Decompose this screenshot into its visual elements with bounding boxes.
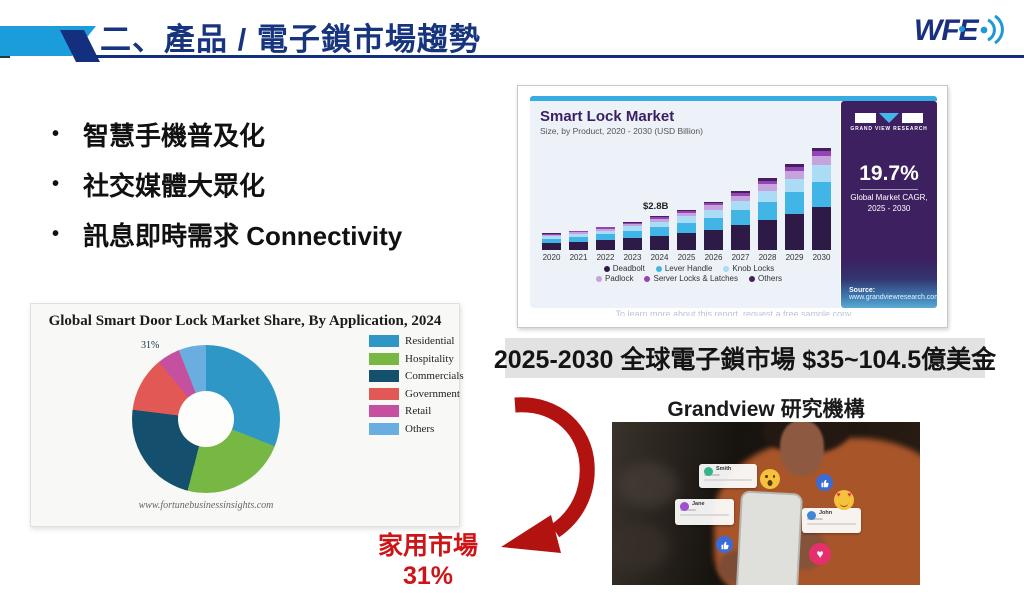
bar-column: 2023 — [623, 221, 642, 262]
woman-face — [780, 422, 824, 476]
chart-top-strip — [530, 96, 937, 101]
legend-item: Residential — [369, 335, 464, 347]
source-block: Source: www.grandviewresearch.com — [841, 287, 940, 301]
brand-name: GRAND VIEW RESEARCH — [850, 126, 928, 132]
legend-item: Server Locks & Latches — [644, 274, 738, 283]
heart-eyes-emoji-icon: ♥ ♥ — [834, 490, 854, 510]
cagr-divider — [859, 189, 918, 190]
bar-annotation: $2.8B — [643, 201, 669, 213]
bar-column: 2021 — [569, 230, 588, 262]
avatar — [680, 502, 689, 511]
clipped-footer-note: To learn more about this report, request… — [615, 309, 852, 316]
bullet-dot: • — [52, 222, 60, 245]
smart-lock-market-chart-card: Smart Lock Market Size, by Product, 2020… — [517, 85, 948, 328]
bar-column: 2025 — [677, 209, 696, 262]
market-size-note: 2025-2030 全球電子鎖市場 $35~104.5億美金 — [494, 338, 996, 378]
donut-ring — [132, 345, 280, 493]
smartphone — [735, 490, 803, 585]
cagr-block: 19.7% Global Market CAGR, 2025 - 2030 — [850, 162, 927, 215]
social-media-photo: Smith Jane John ♥ ♥ ♥ — [612, 422, 920, 585]
bullet-item: • 訊息即時需求 Connectivity — [52, 220, 403, 251]
bar-column: 2022 — [596, 226, 615, 262]
avatar — [807, 511, 816, 520]
notification-name: Smith — [716, 466, 732, 472]
notification-name: John — [819, 510, 833, 516]
bar-legend: Deadbolt Lever Handle Knob Locks Padlock Ser… — [540, 264, 838, 283]
bar-plot: 2020 2021 2022 2023 2024 $2.8B 2025 2026 2027 202… — [540, 138, 838, 262]
bar-column: 2024 $2.8B — [643, 201, 669, 262]
source-url: www.grandviewresearch.com — [849, 294, 941, 301]
logo-left-bar — [855, 113, 876, 123]
heart-reaction-icon: ♥ — [809, 543, 831, 565]
bullet-list: • 智慧手機普及化 • 社交媒體大眾化 • 訊息即時需求 Connectivity — [52, 118, 402, 268]
legend-item: Commercials — [369, 370, 464, 382]
thumbs-up-icon — [816, 474, 833, 491]
legend-item: Government — [369, 387, 464, 400]
bar-chart-panel: Smart Lock Market Size, by Product, 2020… — [530, 101, 840, 308]
donut-chart-title: Global Smart Door Lock Market Share, By … — [48, 313, 442, 329]
header-decoration — [0, 26, 100, 62]
background-blur-blob — [612, 522, 670, 572]
red-arrow-icon — [501, 397, 595, 553]
notification-card: John — [802, 508, 861, 533]
bar-column: 2026 — [704, 201, 723, 262]
background-blur-blob — [618, 462, 678, 508]
bar-column: 2020 — [542, 233, 561, 262]
grand-view-research-logo — [855, 113, 923, 123]
bullet-item: • 智慧手機普及化 — [52, 120, 266, 151]
notification-time-bar — [704, 473, 720, 476]
notification-text-bar — [704, 478, 752, 481]
source-label: Source: — [849, 287, 876, 294]
logo-triangle-icon — [879, 113, 899, 123]
surprised-emoji-icon — [760, 469, 780, 489]
notification-time-bar — [807, 517, 823, 520]
bar-chart-title: Smart Lock Market — [540, 108, 675, 125]
bar-column: 2029 — [785, 164, 804, 262]
cagr-value: 19.7% — [859, 162, 919, 185]
wfe-logo: WFE — [914, 14, 1004, 47]
notification-text-bar — [807, 522, 856, 525]
donut-legend: Residential Hospitality Commercials Governm… — [369, 335, 464, 435]
notification-card: Jane — [675, 499, 734, 525]
legend-item: Others — [748, 274, 782, 283]
donut-slice-label: 31% — [141, 340, 160, 351]
bullet-item: • 社交媒體大眾化 — [52, 170, 266, 201]
page-title: 二、產品 / 電子鎖市場趨勢 — [100, 22, 481, 57]
bullet-dot: • — [52, 122, 60, 145]
market-share-donut-card: Global Smart Door Lock Market Share, By … — [30, 303, 464, 527]
notification-card: Smith — [699, 464, 757, 488]
legend-item: Others — [369, 422, 464, 435]
home-market-label: 家用市場 31% — [377, 532, 478, 590]
legend-item: Deadbolt — [603, 264, 645, 273]
notification-time-bar — [680, 508, 696, 511]
watermark-url: www.fortunebusinessinsights.com — [138, 500, 274, 511]
notification-text-bar — [680, 513, 729, 516]
chart-inner: Smart Lock Market Size, by Product, 2020… — [530, 96, 940, 316]
bullet-dot: • — [52, 172, 60, 195]
cagr-label: Global Market CAGR, 2025 - 2030 — [850, 193, 928, 213]
legend-item: Padlock — [596, 274, 633, 283]
legend-item: Knob Locks — [723, 264, 774, 273]
header-rule — [86, 55, 1024, 58]
bar-column: 2027 — [731, 190, 750, 262]
legend-item: Retail — [369, 405, 464, 417]
legend-item: Lever Handle — [655, 264, 712, 273]
legend-item: Hospitality — [369, 352, 464, 365]
wfe-logo-text: WFE — [914, 14, 980, 47]
bar-chart-subtitle: Size, by Product, 2020 - 2030 (USD Billi… — [540, 126, 703, 136]
logo-right-bar — [902, 113, 923, 123]
avatar — [704, 467, 713, 476]
thumbs-up-icon — [716, 536, 733, 553]
notification-name: Jane — [692, 501, 705, 507]
cagr-panel: GRAND VIEW RESEARCH 19.7% Global Market … — [841, 101, 940, 308]
grandview-caption: Grandview 研究機構 — [667, 398, 865, 421]
bar-column: 2030 — [812, 147, 831, 262]
bar-column: 2028 — [758, 178, 777, 262]
